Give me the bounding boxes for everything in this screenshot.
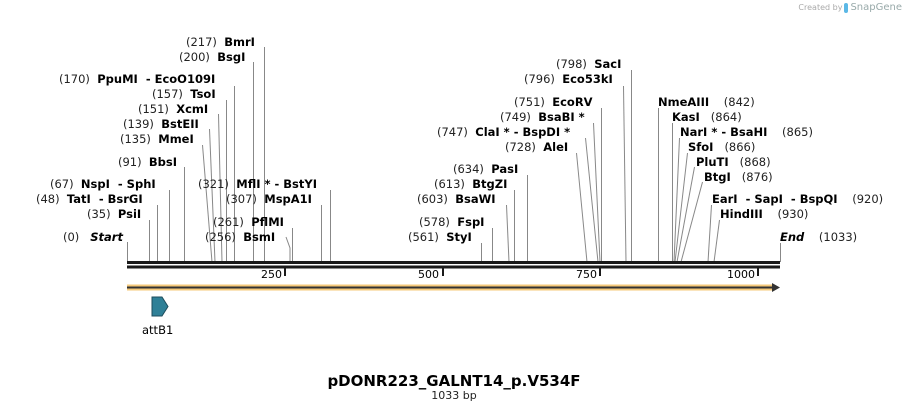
snapgene-logo-icon — [844, 2, 849, 13]
map-start: (0) Start — [63, 230, 123, 244]
site-NmeAIII[interactable]: NmeAIII (842) — [658, 95, 755, 109]
site-BtgI[interactable]: BtgI (876) — [704, 170, 773, 184]
site-NarI-BsaHI[interactable]: NarI * - BsaHI (865) — [680, 125, 813, 139]
leader-lines — [127, 47, 781, 263]
site-SacI[interactable]: (798) SacI — [556, 57, 622, 71]
site-Eco53kI[interactable]: (796) Eco53kI — [524, 72, 613, 86]
site-PluTI[interactable]: PluTI (868) — [696, 155, 771, 169]
scale-ticks — [284, 268, 759, 276]
tick-label-1000: 1000 — [727, 268, 755, 281]
site-EarI-SapI-BspQI[interactable]: EarI - SapI - BspQI (920) — [712, 192, 884, 206]
map-end: End (1033) — [780, 230, 858, 244]
backbone-bottom — [127, 265, 780, 269]
site-FspI[interactable]: (578) FspI — [419, 215, 485, 229]
site-ClaI-BspDI[interactable]: (747) ClaI * - BspDI * — [437, 125, 571, 139]
site-BbsI[interactable]: (91) BbsI — [118, 155, 178, 169]
map-title: pDONR223_GALNT14_p.V534F — [327, 372, 581, 390]
tick-label-500: 500 — [418, 268, 439, 281]
attB1-feature-arrow — [151, 296, 169, 317]
site-MspA1I[interactable]: (307) MspA1I — [226, 192, 312, 206]
site-MmeI[interactable]: (135) MmeI — [120, 132, 194, 146]
site-XcmI[interactable]: (151) XcmI — [138, 102, 209, 116]
orf-arrow-head — [772, 283, 780, 292]
site-BstEII[interactable]: (139) BstEII — [123, 117, 199, 131]
site-PflMI[interactable]: (261) PflMI — [213, 215, 284, 229]
backbone-top — [127, 261, 780, 264]
credit-brand: SnapGene — [850, 2, 902, 13]
feature-label-attB1[interactable]: attB1 — [142, 323, 174, 337]
site-HindIII[interactable]: HindIII (930) — [720, 207, 809, 221]
site-TsoI[interactable]: (157) TsoI — [152, 87, 216, 101]
map-length: 1033 bp — [431, 389, 477, 402]
site-PasI[interactable]: (634) PasI — [453, 162, 519, 176]
site-MflI-BstYI[interactable]: (321) MflI * - BstYI — [198, 177, 318, 191]
site-PsiI[interactable]: (35) PsiI — [87, 207, 142, 221]
site-TatI-BsrGI[interactable]: (48) TatI - BsrGI — [36, 192, 143, 206]
site-EcoRV[interactable]: (751) EcoRV — [514, 95, 593, 109]
site-AleI[interactable]: (728) AleI — [505, 140, 569, 154]
site-BmrI[interactable]: (217) BmrI — [186, 35, 255, 49]
site-NspI-SphI[interactable]: (67) NspI - SphI — [50, 177, 156, 191]
credit-watermark: Created by SnapGene — [798, 2, 902, 13]
tick-label-250: 250 — [261, 268, 282, 281]
site-StyI[interactable]: (561) StyI — [408, 230, 472, 244]
credit-prefix: Created by — [798, 3, 843, 12]
site-KasI[interactable]: KasI (864) — [672, 110, 742, 124]
tick-label-750: 750 — [576, 268, 597, 281]
site-BtgZI[interactable]: (613) BtgZI — [434, 177, 508, 191]
site-BsgI[interactable]: (200) BsgI — [179, 50, 246, 64]
site-SfoI[interactable]: SfoI (866) — [688, 140, 756, 154]
site-PpuMI-EcoO109I[interactable]: (170) PpuMI - EcoO109I — [59, 72, 216, 86]
site-BsmI[interactable]: (256) BsmI — [205, 230, 276, 244]
site-BsaWI[interactable]: (603) BsaWI — [417, 192, 496, 206]
site-BsaBI[interactable]: (749) BsaBI * — [500, 110, 585, 124]
